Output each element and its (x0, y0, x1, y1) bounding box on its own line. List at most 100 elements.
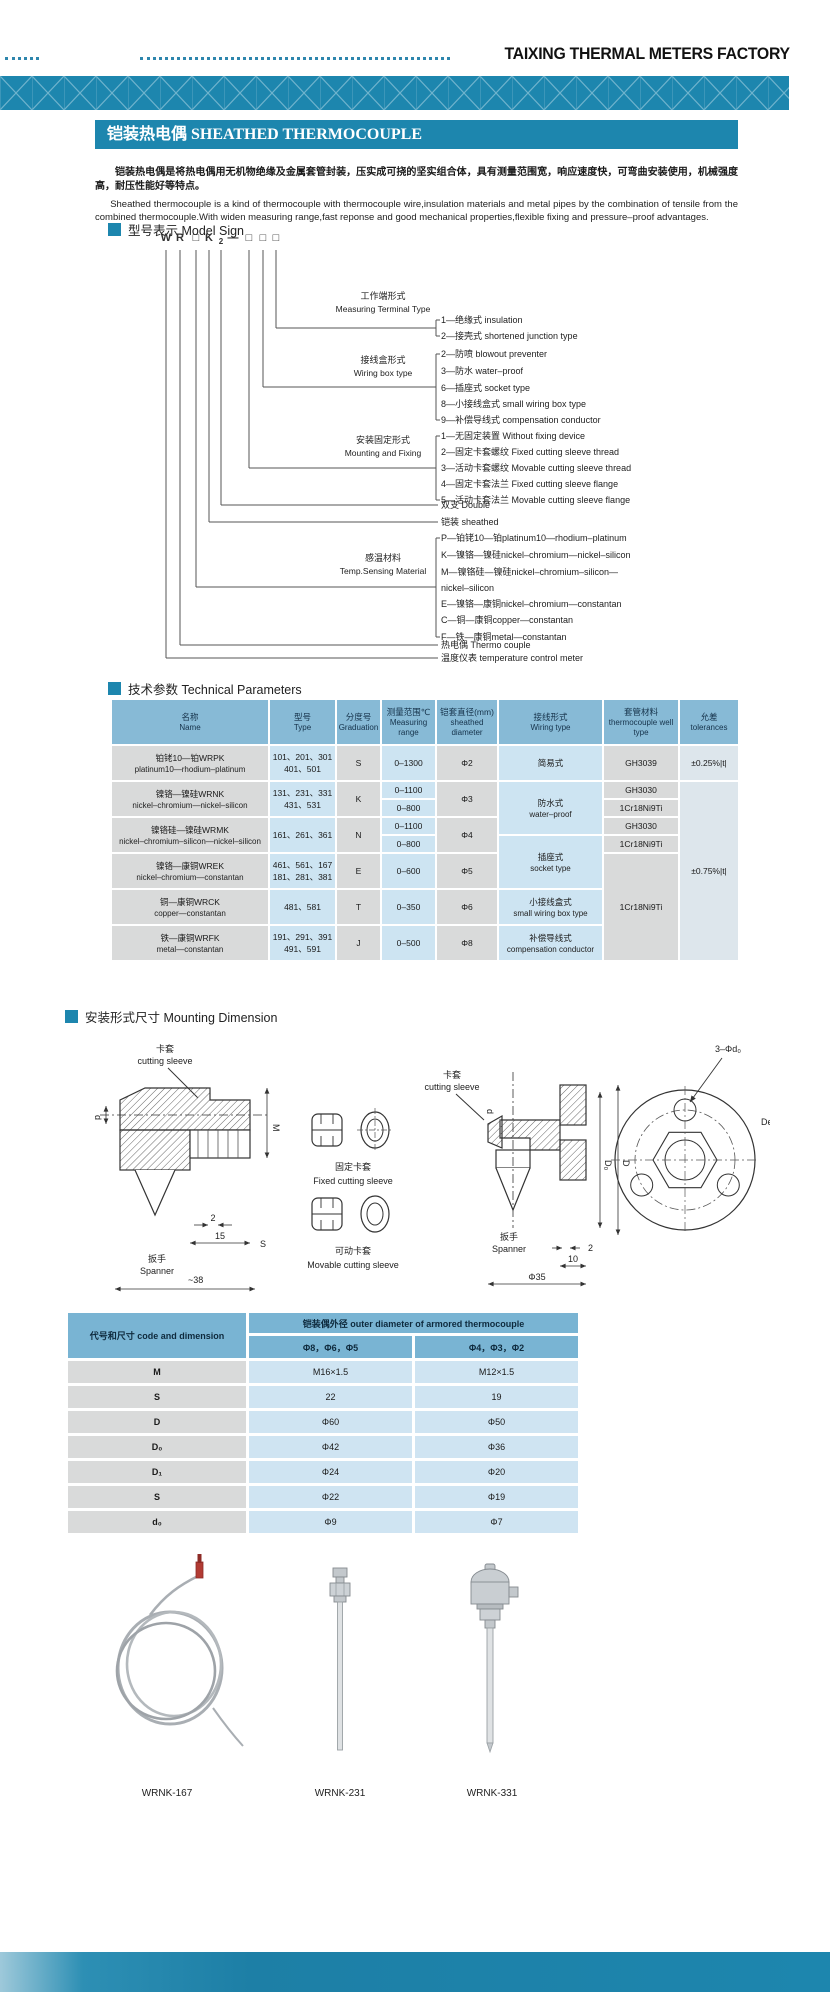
dim-row: S Φ22 Φ19 (65, 1483, 582, 1511)
dim-row: M M16×1.5 M12×1.5 (65, 1358, 582, 1386)
model-option: 2—防喷 blowout preventer (441, 349, 548, 359)
dim-code: D (65, 1408, 249, 1436)
param-row: 镍铬硅—镍硅WRMK nickel–chromium–silicon—nickel… (110, 816, 739, 854)
dim-De: De (761, 1117, 770, 1127)
cell-graduation: K (335, 780, 382, 818)
model-option: P—铂铑10—铂platinum10—rhodium–platinum (441, 533, 627, 543)
dim-code: D₁ (65, 1458, 249, 1486)
model-code-char: □ (245, 232, 253, 244)
model-code-char: W (160, 232, 172, 244)
cell-name: 铁—康铜WRFK metal—constantan (110, 924, 270, 962)
cell-range: 0–1100 (380, 816, 437, 836)
col-header-tolerance: 允差 tolerances (678, 698, 740, 746)
col-header-wiring: 接线形式 Wiring type (497, 698, 604, 746)
cell-wiring: 补偿导线式 compensation conductor (497, 924, 604, 962)
dim-value: Φ20 (411, 1458, 582, 1486)
section-technical-parameters: 技术参数 Technical Parameters (108, 679, 302, 698)
dim-38: ~38 (188, 1275, 203, 1285)
dim-value: Φ7 (411, 1508, 582, 1536)
section-bullet-icon (65, 1010, 78, 1023)
spanner-label-en: Spanner (140, 1266, 174, 1276)
param-row: 铂铑10—铂WRPK platinum10—rhodium–platinum 10… (110, 744, 740, 782)
cell-wiring: 小接线盒式 small wiring box type (497, 888, 604, 926)
dim-subheader-large: Φ8，Φ6，Φ5 (246, 1333, 415, 1361)
page-title: 铠装热电偶 SHEATHED THERMOCOUPLE (95, 120, 738, 149)
cell-graduation: J (335, 924, 382, 962)
cell-range: 0–600 (380, 852, 437, 890)
cell-range: 0–800 (380, 834, 437, 854)
fixed-sleeve-label-zh: 固定卡套 (335, 1161, 371, 1172)
cell-graduation: S (335, 744, 382, 782)
dim-M: M (271, 1124, 281, 1132)
model-option: 6—插座式 socket type (441, 383, 531, 393)
dim-value: 19 (411, 1383, 582, 1411)
dim-value: Φ60 (246, 1408, 415, 1436)
cell-range: 0–1300 (380, 744, 437, 782)
cell-wiring: 插座式 socket type (497, 834, 604, 890)
cell-diameter: Φ8 (435, 924, 499, 962)
technical-parameters-table: 名称 Name 型号 Type 分度号 Graduation 测量范围℃ Measuri… (110, 698, 740, 962)
dim-phi35: Φ35 (528, 1272, 545, 1282)
cell-graduation: T (335, 888, 382, 926)
spanner-label-en: Spanner (492, 1244, 526, 1254)
model-option: 1—无固定装置 Without fixing device (441, 431, 586, 441)
cell-tolerance: ±0.75%|t| (678, 780, 740, 962)
dim-15: 15 (215, 1231, 225, 1241)
cell-graduation: E (335, 852, 382, 890)
cell-range: 0–500 (380, 924, 437, 962)
model-code-char: K (205, 232, 213, 244)
cell-type: 101、201、301 401、501 (268, 744, 337, 782)
param-header-row: 名称 Name 型号 Type 分度号 Graduation 测量范围℃ Measuri… (110, 698, 740, 746)
model-code-char: R (176, 232, 184, 244)
cell-tolerance: ±0.25%|t| (678, 744, 740, 782)
col-header-name: 名称 Name (110, 698, 270, 746)
model-option: nickel–silicon (441, 583, 495, 593)
cell-name: 镍铬硅—镍硅WRMK nickel–chromium–silicon—nickel… (110, 816, 270, 854)
col-header-well: 套管材料 thermocouple well type (602, 698, 680, 746)
model-diagram-lines (165, 250, 440, 659)
cell-name: 镍铬—康铜WREK nickel–chromium—constantan (110, 852, 270, 890)
fixed-sleeve-label-en: Fixed cutting sleeve (313, 1176, 393, 1186)
photo-head-probe (470, 1563, 519, 1754)
cell-diameter: Φ2 (435, 744, 499, 782)
section-title: 型号表示 Model Sign (128, 224, 245, 238)
section-title: 技术参数 Technical Parameters (128, 683, 302, 697)
dim-value: Φ24 (246, 1458, 415, 1486)
model-option: 9—补偿导线式 compensation conductor (441, 415, 601, 425)
dim-D0: D₀ (603, 1160, 613, 1170)
model-code-char: □ (192, 232, 200, 244)
param-row: 铁—康铜WRFK metal—constantan 191、291、391 491、… (110, 924, 739, 962)
col-header-type: 型号 Type (268, 698, 337, 746)
dim-D: D (621, 1160, 631, 1167)
dim-2: 2 (210, 1213, 215, 1223)
model-option: M—镍铬硅—镍硅nickel–chromium–silicon— (441, 567, 619, 577)
movable-sleeve-label-zh: 可动卡套 (335, 1245, 371, 1256)
section-bullet-icon (108, 682, 121, 695)
model-code-char: — (227, 232, 239, 244)
cell-well: 1Cr18Ni9Ti (602, 834, 680, 854)
cell-range: 0–350 (380, 888, 437, 926)
product-model-label: WRNK-167 (141, 1788, 193, 1799)
model-code-char: 2 (218, 237, 224, 246)
flange-front-view: 3–Φd₀ De (611, 1044, 770, 1234)
dim-row: S 22 19 (65, 1383, 582, 1411)
section-title: 安装形式尺寸 Mounting Dimension (85, 1011, 278, 1025)
model-code-char: □ (272, 232, 280, 244)
cell-diameter: Φ3 (435, 780, 499, 818)
dim-d: d (93, 1115, 103, 1120)
model-leaf-sheathed: 铠装 sheathed (441, 517, 499, 527)
threaded-fitting-drawing: 卡套 cutting sleeve M d 2 15 S 扳手 Spanner … (93, 1043, 281, 1292)
model-option: 1—绝缘式 insulation (441, 315, 523, 325)
movable-sleeve-label-en: Movable cutting sleeve (307, 1260, 399, 1270)
model-sign-diagram: W R □ K 2 — □ □ □ 工作端形式 Measuring Termin… (100, 232, 740, 677)
cell-type: 131、231、331 431、531 (268, 780, 337, 818)
photo-coiled-thermocouple (115, 1554, 244, 1747)
spanner-label-zh: 扳手 (500, 1231, 518, 1242)
group-header-measuring-terminal: 工作端形式 Measuring Terminal Type (332, 290, 434, 316)
dim-row: D₀ Φ42 Φ36 (65, 1433, 582, 1461)
intro-paragraph-zh: 铠装热电偶是将热电偶用无机物绝缘及金属套管封装，压实成可挠的坚实组合体，具有测量… (95, 167, 738, 192)
cell-graduation: N (335, 816, 382, 854)
dim-value: Φ50 (411, 1408, 582, 1436)
footer-band (0, 1952, 830, 1992)
cell-well: 1Cr18Ni9Ti (602, 852, 680, 962)
